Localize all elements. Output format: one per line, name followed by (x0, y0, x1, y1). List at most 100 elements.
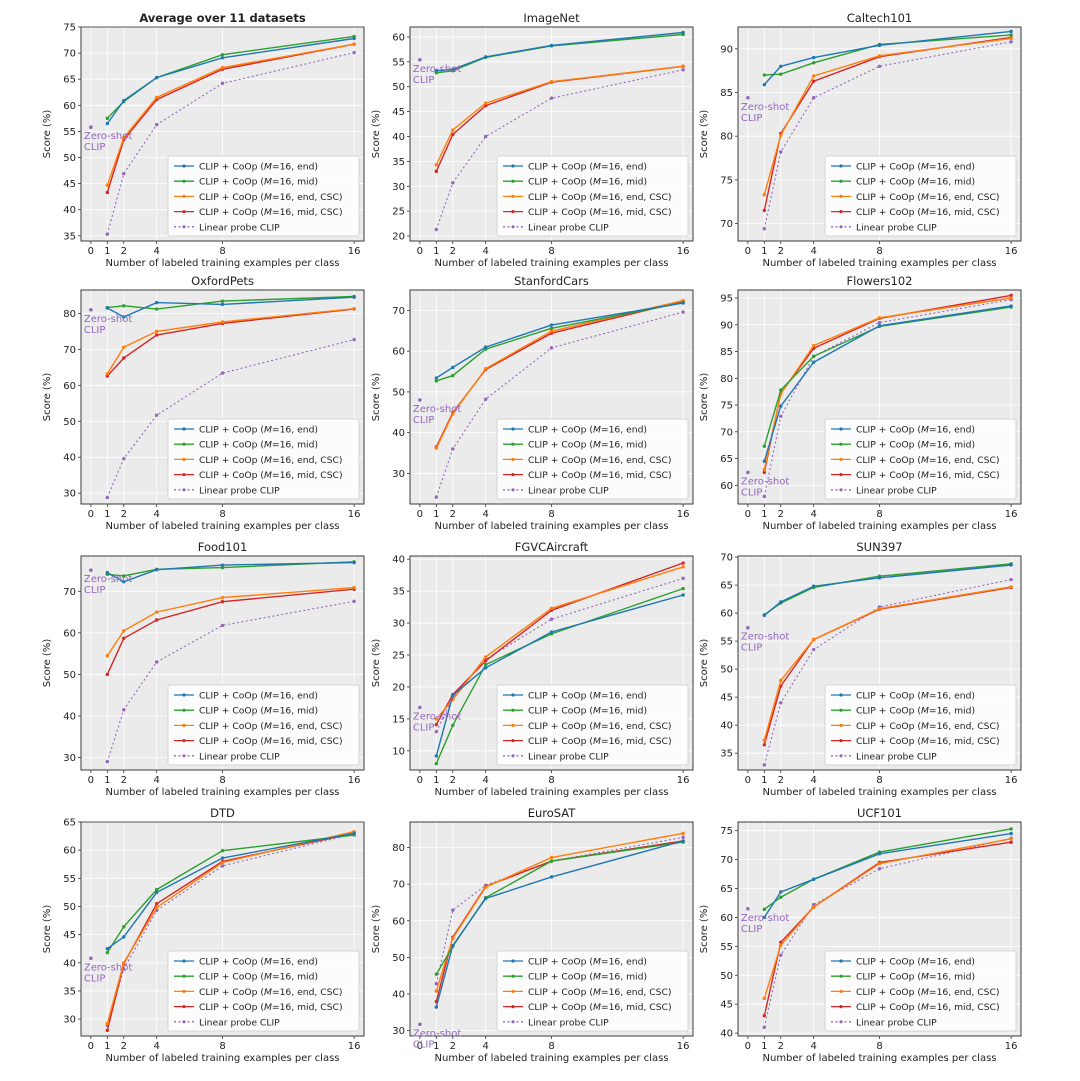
data-point (122, 171, 126, 176)
data-point (434, 754, 439, 758)
x-tick-label: 16 (1005, 775, 1018, 786)
data-point (352, 42, 356, 46)
data-point (483, 366, 488, 371)
y-tick-label: 40 (392, 428, 405, 439)
data-point (122, 580, 126, 584)
y-tick-label: 60 (63, 846, 76, 857)
y-tick-label: 45 (720, 1000, 733, 1011)
data-point (483, 345, 488, 349)
legend-marker (511, 488, 515, 492)
chart-panel: 30 35 40 45 50 55 60 65 0 1 2 4 8 16 DTD Number of labe… (42, 806, 365, 1064)
data-point (122, 304, 126, 308)
data-point (352, 36, 356, 41)
y-tick-label: 55 (63, 127, 76, 138)
data-point (811, 637, 816, 642)
data-point (352, 307, 356, 311)
legend-marker (182, 693, 186, 697)
legend-marker (511, 708, 515, 712)
data-point (154, 75, 159, 80)
data-point (877, 606, 882, 611)
y-tick-label: 80 (720, 132, 733, 143)
x-tick-label: 2 (121, 775, 127, 786)
zero-shot-label: Zero-shot (741, 102, 789, 113)
legend-marker (182, 427, 186, 431)
legend-label: CLIP + CoOp (M=16, mid) (528, 177, 647, 188)
zero-shot-point (746, 95, 750, 100)
legend-marker (511, 427, 515, 431)
legend-marker (839, 210, 843, 214)
data-point (877, 54, 882, 58)
legend-label: CLIP + CoOp (M=16, end, CSC) (528, 455, 672, 466)
legend-marker (182, 708, 186, 712)
legend-box (824, 155, 1017, 237)
data-point (779, 388, 783, 392)
y-axis-label: Score (%) (42, 110, 53, 159)
x-tick-label: 4 (810, 1041, 816, 1052)
data-point (220, 81, 225, 86)
data-point (483, 666, 488, 670)
data-point (779, 600, 783, 604)
y-tick-label: 20 (392, 682, 405, 693)
y-axis-label: Score (%) (699, 639, 710, 688)
y-tick-label: 30 (392, 469, 405, 480)
y-tick-label: 65 (63, 75, 76, 86)
data-point (762, 468, 767, 472)
zero-shot-label: Zero-shot (84, 574, 132, 585)
y-tick-label: 50 (720, 665, 733, 676)
data-point (434, 495, 439, 499)
y-tick-label: 50 (63, 902, 76, 913)
data-point (483, 101, 488, 105)
data-point (483, 397, 488, 401)
y-axis-label: Score (%) (371, 639, 382, 688)
data-point (483, 655, 488, 659)
data-point (122, 935, 126, 939)
data-point (434, 972, 439, 976)
legend-marker (182, 457, 186, 461)
data-point (1009, 33, 1013, 37)
x-tick-label: 1 (761, 1041, 767, 1052)
data-point (762, 208, 767, 213)
data-point (154, 890, 159, 895)
data-point (434, 729, 439, 734)
zero-shot-point (418, 58, 422, 62)
data-point (762, 1014, 767, 1018)
legend-marker (511, 693, 515, 697)
legend-box (824, 418, 1017, 500)
y-axis-label: Score (%) (371, 373, 382, 422)
x-tick-label: 0 (745, 1041, 751, 1052)
data-point (1009, 36, 1013, 41)
x-axis-label: Number of labeled training examples per … (435, 1053, 669, 1064)
data-point (105, 372, 110, 376)
x-axis-label: Number of labeled training examples per … (435, 787, 669, 798)
zero-shot-point (746, 470, 750, 475)
data-point (762, 459, 767, 463)
y-tick-label: 55 (720, 637, 733, 648)
x-tick-label: 2 (121, 246, 127, 257)
chart-title: Flowers102 (847, 274, 913, 288)
y-tick-label: 35 (63, 231, 76, 242)
legend-label: CLIP + CoOp (M=16, mid, CSC) (528, 470, 672, 481)
legend-marker (511, 723, 515, 728)
y-tick-label: 35 (63, 986, 76, 997)
y-tick-label: 65 (720, 454, 733, 465)
data-point (877, 64, 882, 69)
chart-panel: 60 65 70 75 80 85 90 95 0 1 2 4 8 16 Flowers102 Number … (699, 274, 1022, 532)
y-tick-label: 90 (720, 320, 733, 331)
x-tick-label: 4 (153, 509, 159, 520)
legend-marker (182, 179, 186, 183)
legend-marker (182, 210, 186, 214)
data-point (105, 1021, 110, 1026)
zero-shot-point (89, 307, 93, 312)
x-tick-label: 0 (745, 509, 751, 520)
legend-marker (511, 974, 515, 978)
data-point (779, 890, 783, 894)
legend-label: CLIP + CoOp (M=16, mid) (528, 972, 647, 983)
data-point (434, 446, 439, 450)
legend-label: CLIP + CoOp (M=16, end) (199, 691, 318, 702)
data-point (105, 950, 110, 955)
data-point (877, 324, 882, 328)
data-point (154, 660, 159, 664)
data-point (877, 867, 882, 871)
x-tick-label: 2 (450, 246, 456, 257)
legend-label: Linear probe CLIP (856, 222, 937, 233)
